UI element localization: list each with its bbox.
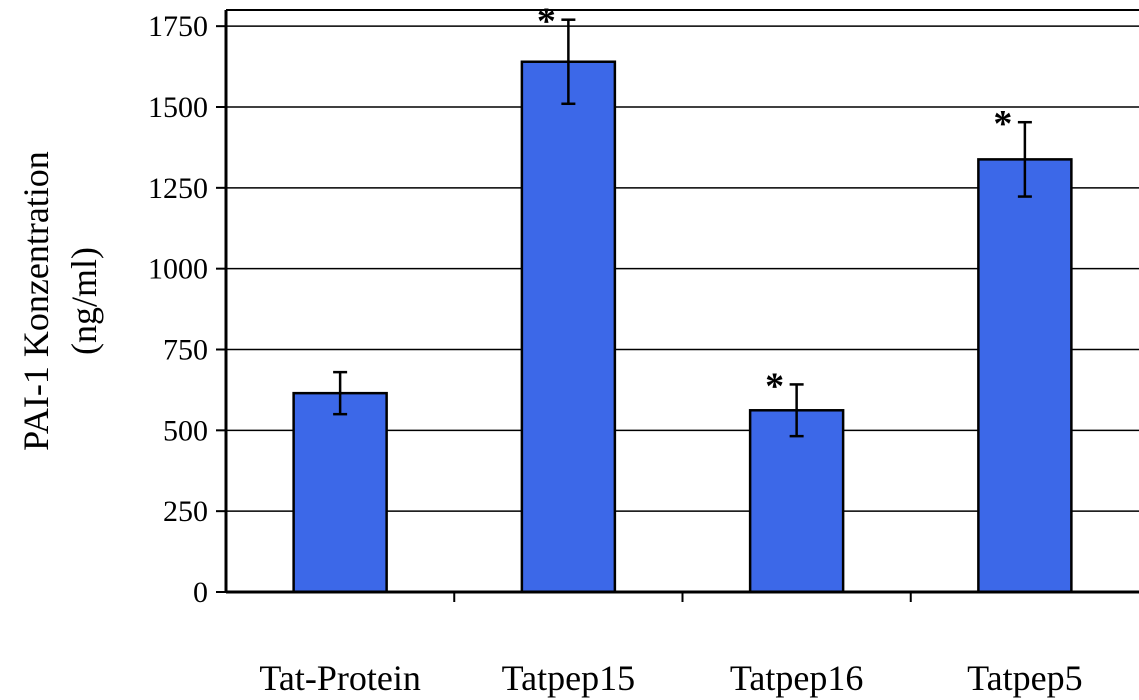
y-tick-label: 750	[163, 334, 208, 367]
x-category-label: Tatpep5	[967, 658, 1082, 698]
y-axis-title-line-1: PAI-1 Konzentration	[16, 151, 56, 451]
y-tick-label: 1750	[148, 10, 208, 43]
bar	[977, 158, 1073, 594]
x-category-label: Tatpep16	[730, 658, 863, 698]
bar	[292, 391, 388, 594]
y-tick-label: 1000	[148, 253, 208, 286]
bars	[292, 18, 1073, 594]
significance-mark: *	[993, 103, 1012, 145]
axes	[216, 9, 1139, 602]
y-tick-label: 1250	[148, 172, 208, 205]
labels: 0 250 500 750 1000 1250 1500 1750 Tat-Protein * Ta…	[16, 1, 1083, 698]
y-tick-label: 500	[163, 414, 208, 447]
x-category-label: Tatpep15	[502, 658, 635, 698]
significance-mark: *	[537, 1, 556, 43]
bar	[520, 60, 617, 594]
y-axis-title-line-2: (ng/ml)	[64, 247, 104, 355]
y-tick-label: 0	[193, 576, 208, 609]
y-tick-label: 1500	[148, 91, 208, 124]
bar	[748, 409, 845, 594]
x-category-label: Tat-Protein	[259, 658, 420, 698]
y-axis-title: PAI-1 Konzentration (ng/ml)	[16, 151, 104, 451]
y-tick-label: 250	[163, 495, 208, 528]
significance-mark: *	[765, 365, 784, 407]
